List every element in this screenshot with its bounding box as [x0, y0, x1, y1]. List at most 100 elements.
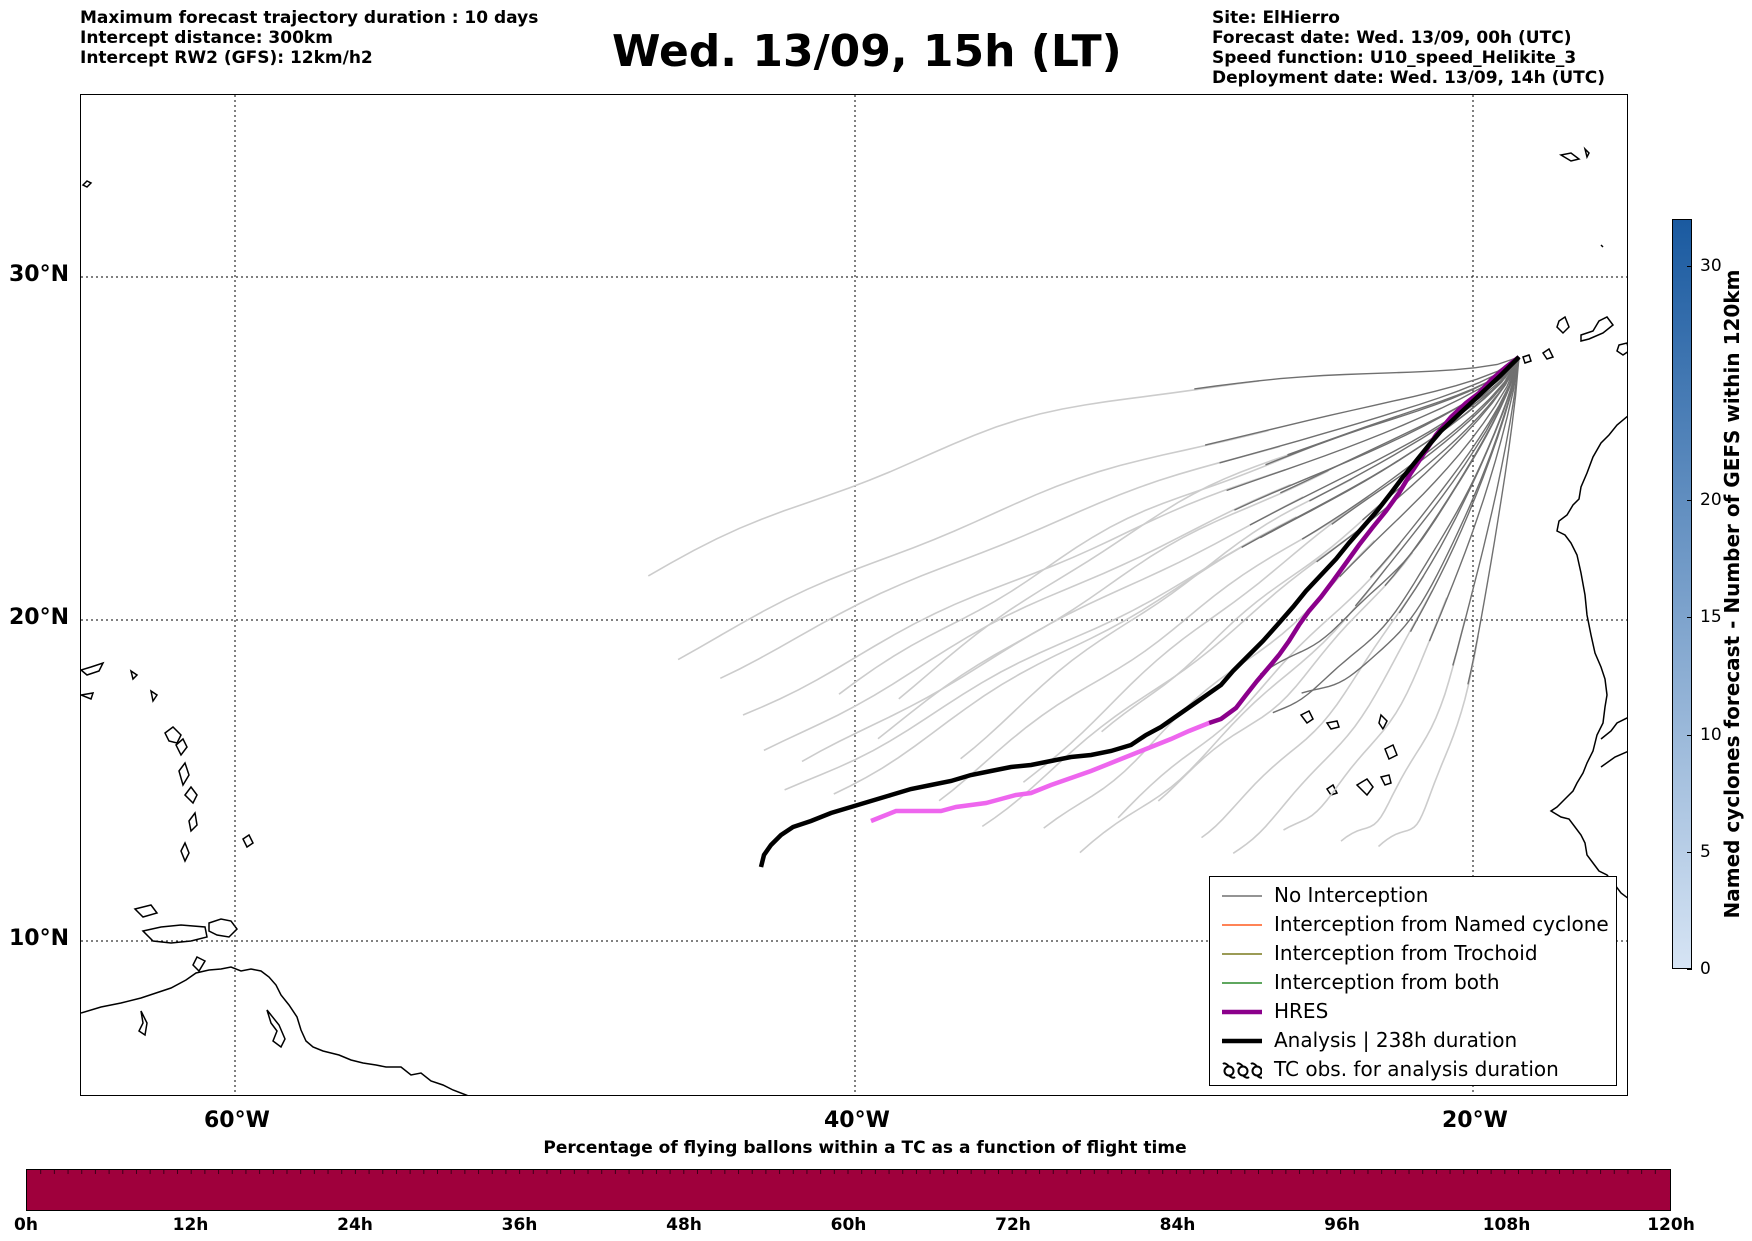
- colorbar-tick-mark: [1687, 969, 1692, 970]
- legend-line-swatch: [1222, 982, 1262, 984]
- ensemble-track-far: [801, 496, 1304, 763]
- coast-selvagens: [1600, 244, 1604, 248]
- coast-islet-b: [138, 1010, 148, 1037]
- ensemble-track-far: [647, 380, 1260, 577]
- ensemble-track-far: [1043, 540, 1376, 829]
- coastlines: [81, 146, 1627, 1095]
- legend-item-hres: HRES: [1216, 997, 1616, 1026]
- ensemble-track-near: [1226, 356, 1520, 492]
- timebar-tick-marks: [40, 1170, 1656, 1174]
- header-left: Maximum forecast trajectory duration : 1…: [80, 8, 538, 68]
- coast-islet-d: [149, 689, 159, 703]
- ensemble-track-far: [981, 530, 1358, 828]
- timebar-label: 84h: [1159, 1215, 1196, 1235]
- colorbar-tick-label: 10: [1700, 724, 1722, 745]
- coast-la-gomera: [1541, 347, 1555, 360]
- colorbar-tick-label: 30: [1700, 255, 1722, 276]
- ensemble-track-far: [960, 478, 1353, 760]
- ensemble-track-near: [1204, 356, 1520, 446]
- timebar-label: 36h: [501, 1215, 538, 1235]
- ensemble-track-far: [1283, 597, 1448, 831]
- coast-vi: [81, 692, 95, 700]
- lat-label-20n: 20°N: [9, 605, 70, 630]
- header-intercept-rw2: Intercept RW2 (GFS): 12km/h2: [80, 48, 373, 68]
- legend-line-swatch: [1222, 895, 1262, 897]
- legend-item-no-interception: No Interception: [1216, 881, 1616, 910]
- coast-maio: [1379, 774, 1392, 786]
- coast-orinoco: [266, 1009, 286, 1049]
- colorbar-title: Named cyclones forecast - Number of GEFS…: [1720, 269, 1744, 919]
- ensemble-track-near: [1316, 356, 1520, 563]
- page-title: Wed. 13/09, 15h (LT): [612, 26, 1122, 77]
- coast-sao-nicolau: [1325, 720, 1340, 730]
- ensemble-track-near: [1369, 356, 1520, 578]
- timebar-label: 48h: [666, 1215, 702, 1235]
- timebar-label: 12h: [172, 1215, 209, 1235]
- map-legend: No Interception Interception from Named …: [1209, 876, 1617, 1086]
- colorbar-tick-label: 15: [1700, 607, 1722, 628]
- lon-label-20w: 20°W: [1442, 1108, 1508, 1133]
- colorbar-tick-label: 5: [1700, 841, 1711, 862]
- ensemble-track-near: [1259, 356, 1520, 539]
- ensemble-near-tracks: [1194, 356, 1520, 714]
- coast-south-america: [81, 966, 469, 1095]
- ensemble-track-far: [1201, 575, 1425, 839]
- coast-grenada: [133, 904, 159, 918]
- legend-item-analysis: Analysis | 238h duration: [1216, 1026, 1616, 1055]
- legend-label: Interception from both: [1274, 970, 1500, 994]
- coast-gran-canaria: [1616, 342, 1627, 356]
- legend-label: Analysis | 238h duration: [1274, 1028, 1518, 1052]
- ensemble-track-near: [1301, 356, 1520, 694]
- coast-puerto-rico: [81, 661, 105, 676]
- ensemble-track-far: [1117, 542, 1401, 819]
- header-deployment-date: Deployment date: Wed. 13/09, 14h (UTC): [1212, 68, 1606, 88]
- ensemble-track-near: [1309, 356, 1520, 502]
- lon-label-60w: 60°W: [204, 1108, 270, 1133]
- coast-cap-vert-peninsula: [1600, 717, 1627, 740]
- legend-item-tc-obs: TC obs. for analysis duration: [1216, 1055, 1616, 1084]
- tc-percentage-timebar: [26, 1169, 1671, 1211]
- coast-porto-santo: [1583, 146, 1590, 160]
- ensemble-track-far: [1340, 618, 1466, 842]
- coast-la-palma: [1556, 315, 1570, 335]
- coast-dominica: [178, 761, 190, 787]
- ensemble-track-far: [898, 437, 1335, 700]
- colorbar-tick-mark: [1687, 265, 1692, 267]
- colorbar-tick-mark: [1687, 851, 1692, 853]
- ensemble-track-far: [833, 509, 1313, 795]
- coast-madeira: [1558, 152, 1581, 162]
- legend-line-swatch: [1222, 924, 1262, 926]
- timebar-label: 24h: [337, 1215, 373, 1235]
- ensemble-track-far: [1022, 496, 1370, 783]
- ensemble-track-far: [677, 429, 1269, 661]
- coast-trinidad: [208, 918, 238, 938]
- ensemble-track-far: [719, 445, 1281, 680]
- coast-fogo: [1325, 783, 1339, 796]
- header-forecast-date: Forecast date: Wed. 13/09, 00h (UTC): [1212, 28, 1572, 48]
- coast-bermuda: [81, 180, 93, 188]
- ensemble-track-near: [1467, 356, 1520, 685]
- legend-line-swatch: [1222, 1009, 1262, 1015]
- lat-label-10n: 10°N: [9, 926, 70, 951]
- colorbar-tick-label: 20: [1700, 490, 1722, 511]
- ensemble-track-far: [1101, 492, 1394, 733]
- coast-antigua: [164, 726, 182, 744]
- coast-paria: [141, 924, 208, 944]
- legend-item-named-cyclone: Interception from Named cyclone: [1216, 910, 1616, 939]
- coast-gambia: [1600, 751, 1627, 768]
- header-speed-function: Speed function: U10_speed_Helikite_3: [1212, 48, 1577, 68]
- timebar-label: 108h: [1482, 1215, 1531, 1235]
- legend-label: Interception from Named cyclone: [1274, 912, 1609, 936]
- timebar-title: Percentage of flying ballons within a TC…: [543, 1138, 1187, 1158]
- coast-sal: [1378, 713, 1388, 731]
- ensemble-track-far: [938, 511, 1347, 802]
- coast-guadeloupe: [175, 737, 188, 757]
- coast-barbados: [242, 833, 254, 849]
- coast-boa-vista: [1384, 743, 1398, 761]
- header-right: Site: ElHierro Forecast date: Wed. 13/09…: [1212, 8, 1605, 88]
- timebar-label: 72h: [995, 1215, 1031, 1235]
- ensemble-track-near: [1452, 356, 1520, 666]
- ensemble-track-near: [1428, 356, 1520, 642]
- ensemble-track-near: [1331, 356, 1520, 525]
- ensemble-far-tracks: [647, 380, 1479, 854]
